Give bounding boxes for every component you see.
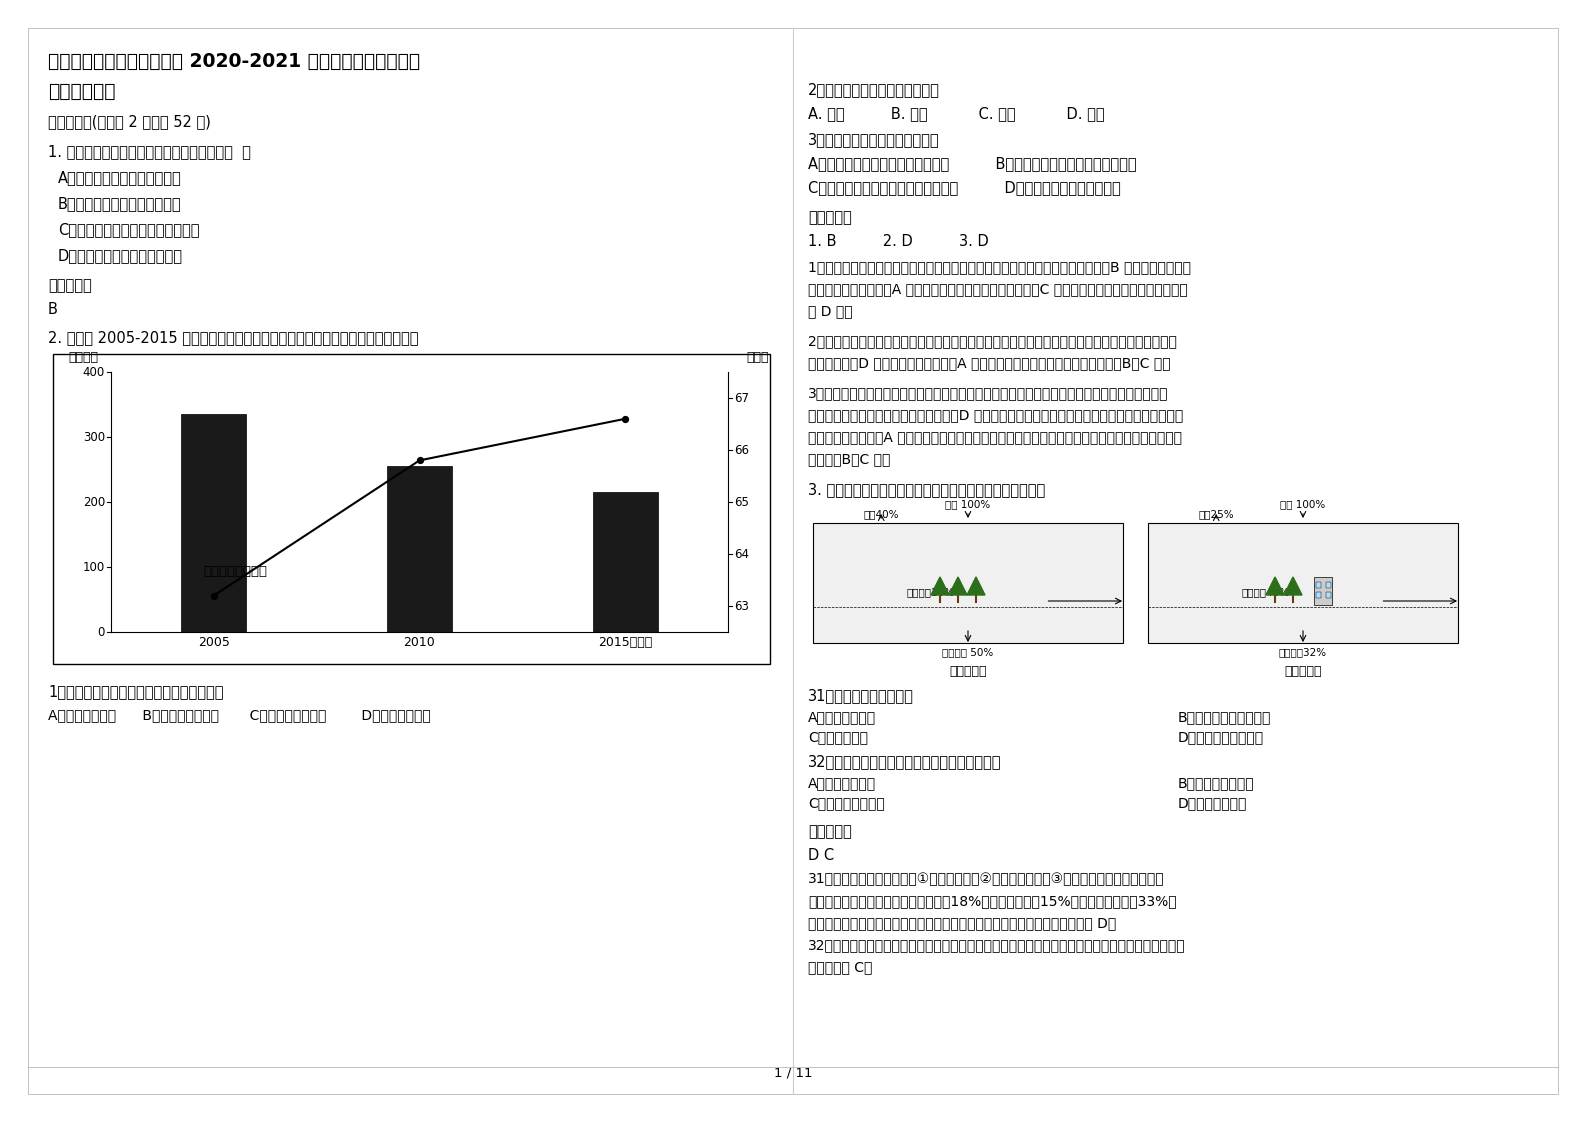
Text: C．降水下渗量减少: C．降水下渗量减少 [808,795,884,810]
Text: 辽宁省大连市第六十六中学 2020-2021 学年高一地理上学期期: 辽宁省大连市第六十六中学 2020-2021 学年高一地理上学期期 [48,52,421,71]
Text: 3．日本人口老龄化严重，农业人口数量持续减少，日本农业未来发展应鼓励生育，缓解人口老龄: 3．日本人口老龄化严重，农业人口数量持续减少，日本农业未来发展应鼓励生育，缓解人… [808,386,1168,401]
Text: 67: 67 [735,392,749,405]
Text: 2．日本主要的农作物类型可能是: 2．日本主要的农作物类型可能是 [808,82,940,96]
Text: C．蒸发量增加: C．蒸发量增加 [808,730,868,744]
Text: D C: D C [808,848,835,863]
Bar [1316,582,1320,588]
Text: 63: 63 [735,599,749,613]
Text: 化，培育职业农民，提升农业生产效率，D 对。欧美地区也是老龄化严重地区，日本吸纳的移民主要: 化，培育职业农民，提升农业生产效率，D 对。欧美地区也是老龄化严重地区，日本吸纳… [808,408,1184,422]
Text: 少 D 错。: 少 D 错。 [808,304,852,318]
Text: 故降水后，大量雨水汇集到河流中，从而导致汛期洪峰流量加大。正确答案选 D。: 故降水后，大量雨水汇集到河流中，从而导致汛期洪峰流量加大。正确答案选 D。 [808,916,1116,930]
Text: 降水 100%: 降水 100% [1281,499,1325,509]
Bar [1325,582,1330,588]
Point [613,410,638,427]
Text: 64: 64 [735,548,749,561]
Bar [181,414,246,632]
Text: 2. 下图为 2005-2015 年日本务农人口数量及年龄变化统计图。读图完成下面小题。: 2. 下图为 2005-2015 年日本务农人口数量及年龄变化统计图。读图完成下… [48,330,419,344]
Text: 参考答案：: 参考答案： [808,210,852,226]
Bar [1147,523,1458,643]
Text: 3. 下图是某城市建设前后水量平衡示意图，读图完成小题。: 3. 下图是某城市建设前后水量平衡示意图，读图完成小题。 [808,482,1046,497]
Text: 城市建设前: 城市建设前 [949,665,987,678]
Text: 地下径流32%: 地下径流32% [1279,647,1327,657]
Text: 1. 下列关于地球圈层结构的叙述，正确的是（  ）: 1. 下列关于地球圈层结构的叙述，正确的是（ ） [48,144,251,159]
Text: A．大力吸纳欧美移民，增加劳动力          B．加大农业科技投入，提高总产量: A．大力吸纳欧美移民，增加劳动力 B．加大农业科技投入，提高总产量 [808,156,1136,171]
Text: 2005: 2005 [198,636,230,649]
Text: 32．城市建设必然会导致地面硬化面积增加，从而使雨水下渗减少，地下径流减少，地面径流增加。: 32．城市建设必然会导致地面硬化面积增加，从而使雨水下渗减少，地下径流减少，地面… [808,938,1185,951]
Text: 400: 400 [83,366,105,378]
Polygon shape [949,577,966,595]
Text: A．地下径流增多: A．地下径流增多 [808,776,876,790]
Polygon shape [966,577,986,595]
Text: 2015（年）: 2015（年） [598,636,652,649]
Text: 200: 200 [83,496,105,508]
Text: 降水 100%: 降水 100% [946,499,990,509]
Text: C．改变农业种植类型，提高经济效益          D．鼓励生育，培育职业农民: C．改变农业种植类型，提高经济效益 D．鼓励生育，培育职业农民 [808,180,1120,195]
Text: 地面径流10%: 地面径流10% [906,587,955,597]
Text: 参考答案：: 参考答案： [808,824,852,839]
Text: 宜种植水稻，D 对。大豆是经济作物，A 错。小麦、玉米单位面积产量比水稻低，B、C 错。: 宜种植水稻，D 对。大豆是经济作物，A 错。小麦、玉米单位面积产量比水稻低，B、… [808,356,1171,370]
Text: C．生物圈是地球上所有生物的总称: C．生物圈是地球上所有生物的总称 [59,222,200,237]
Text: 地下径流 50%: 地下径流 50% [943,647,993,657]
Text: 2010: 2010 [403,636,435,649]
Text: 1．日本务农人口数量不断减少的根本原因是人口老龄化加剧，劳动力数量减少，B 对。农产品价格不: 1．日本务农人口数量不断减少的根本原因是人口老龄化加剧，劳动力数量减少，B 对。… [808,260,1190,274]
Text: 31．由图可知城市建设后：①蒸发量减少；②地下径流减少；③地面径流增加。从城市建设: 31．由图可知城市建设后：①蒸发量减少；②地下径流减少；③地面径流增加。从城市建… [808,872,1165,886]
Text: A．岩石圈包括地壳和整个地幔: A．岩石圈包括地壳和整个地幔 [59,171,183,185]
Text: 3．据图推测日本农业未来发展应: 3．据图推测日本农业未来发展应 [808,132,940,147]
Text: （万人）: （万人） [68,351,98,364]
Point [406,451,432,469]
Text: 来自于发展中国家，A 错。材料反映农业劳动力不足的问题，提高总产量、改变农业种植类型不能解: 来自于发展中国家，A 错。材料反映农业劳动力不足的问题，提高总产量、改变农业种植… [808,430,1182,444]
Text: 地面径流43%: 地面径流43% [1241,587,1290,597]
Bar [52,355,770,664]
Polygon shape [1284,577,1301,595]
Text: D．城市热岛效应: D．城市热岛效应 [1178,795,1247,810]
Text: A．地下水位上升: A．地下水位上升 [808,710,876,724]
Text: 1. B          2. D          3. D: 1. B 2. D 3. D [808,234,989,249]
Point [202,587,227,605]
Bar [1314,577,1331,605]
Text: 是务农人口减少原因，A 错。机械化水平提高不是根本原因，C 错。日本人多地少，农业用地没有减: 是务农人口减少原因，A 错。机械化水平提高不是根本原因，C 错。日本人多地少，农… [808,282,1187,296]
Text: 1．日本务农人口数量不断减少的根本原因是: 1．日本务农人口数量不断减少的根本原因是 [48,684,224,699]
Polygon shape [932,577,949,595]
Bar [1325,592,1330,598]
Text: 0: 0 [98,625,105,638]
Text: 末试卷含解析: 末试卷含解析 [48,82,116,101]
Text: 300: 300 [83,431,105,443]
Text: 66: 66 [735,443,749,457]
Text: B．大气圈的主要成分是氮和氧: B．大气圈的主要成分是氮和氧 [59,196,181,211]
Bar [592,493,657,632]
Text: A．农产品价格低      B．人口老龄化加剧       C．机械化水平提高        D．农业用地减少: A．农产品价格低 B．人口老龄化加剧 C．机械化水平提高 D．农业用地减少 [48,708,430,721]
Text: 蒸发25%: 蒸发25% [1198,509,1235,519]
Text: B．植被覆盖率增加: B．植被覆盖率增加 [1178,776,1255,790]
Text: 参考答案：: 参考答案： [48,278,92,293]
Text: 1 / 11: 1 / 11 [774,1067,813,1080]
Text: 蒸发40%: 蒸发40% [863,509,898,519]
Polygon shape [1266,577,1284,595]
Text: D．汛期洪峰流量加大: D．汛期洪峰流量加大 [1178,730,1265,744]
Text: A. 大豆          B. 小麦           C. 玉米           D. 水稻: A. 大豆 B. 小麦 C. 玉米 D. 水稻 [808,105,1105,121]
Text: B: B [48,302,57,318]
Bar [813,523,1124,643]
Text: D．水圈是连续而又规则的圈层: D．水圈是连续而又规则的圈层 [59,248,183,263]
Text: 决问题，B、C 错。: 决问题，B、C 错。 [808,452,890,466]
Text: （岁）: （岁） [747,351,770,364]
Text: 2．日本耕地面积少，人口多，粮食需求量大，主要的农作物类型可能是水稻，单产高，气候条件适: 2．日本耕地面积少，人口多，粮食需求量大，主要的农作物类型可能是水稻，单产高，气… [808,334,1178,348]
Text: 务农人口平均年龄: 务农人口平均年龄 [203,564,268,578]
Text: 32．城市建设后地面径流发生变化的主要原因是: 32．城市建设后地面径流发生变化的主要原因是 [808,754,1001,769]
Text: 65: 65 [735,496,749,508]
Text: 前后的数据对比可知，地下径流减少了18%，蒸发量减少了15%，地面径流增加了33%，: 前后的数据对比可知，地下径流减少了18%，蒸发量减少了15%，地面径流增加了33… [808,894,1176,908]
Text: 31．城市建设导致了当地: 31．城市建设导致了当地 [808,688,914,703]
Bar [387,467,452,632]
Text: 100: 100 [83,561,105,573]
Text: 城市建设后: 城市建设后 [1284,665,1322,678]
Text: B．地面径流集速度减慢: B．地面径流集速度减慢 [1178,710,1271,724]
Bar [1316,592,1320,598]
Text: 正确答案选 C。: 正确答案选 C。 [808,960,873,974]
Text: 一、选择题(每小题 2 分，共 52 分): 一、选择题(每小题 2 分，共 52 分) [48,114,211,129]
